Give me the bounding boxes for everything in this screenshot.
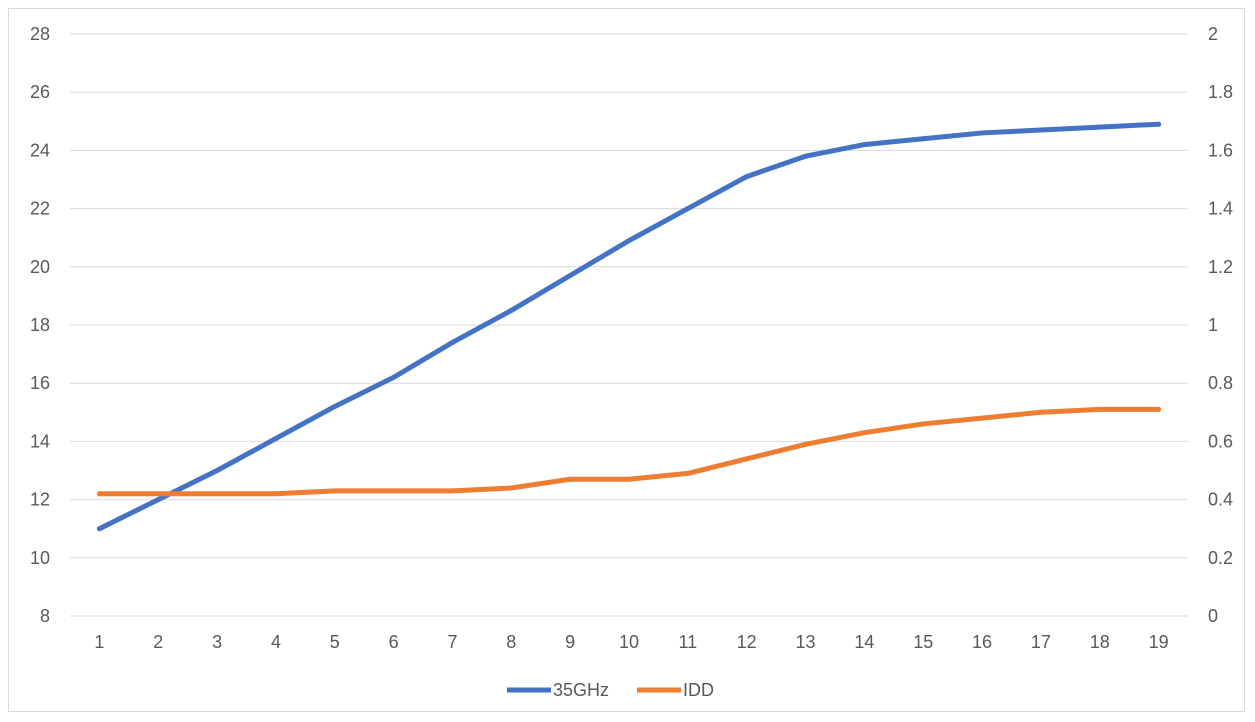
data-point-35ghz [1156, 121, 1162, 127]
data-point-idd [920, 421, 926, 427]
x-tick-label: 11 [678, 632, 697, 652]
data-point-35ghz [744, 174, 750, 180]
data-point-35ghz [449, 339, 455, 345]
data-point-35ghz [920, 136, 926, 142]
x-tick-label: 18 [1090, 632, 1110, 652]
x-tick-label: 14 [854, 632, 874, 652]
data-point-idd [508, 485, 514, 491]
x-tick-label: 12 [737, 632, 757, 652]
left-y-tick-label: 24 [30, 140, 50, 160]
right-y-tick-label: 0.2 [1208, 548, 1233, 568]
gridlines [70, 33, 1188, 617]
right-y-tick-label: 2 [1208, 24, 1218, 44]
data-point-idd [803, 441, 809, 447]
left-y-tick-label: 10 [30, 548, 50, 568]
data-point-idd [449, 488, 455, 494]
right-y-tick-label: 0.4 [1208, 490, 1233, 510]
right-y-tick-label: 0.8 [1208, 373, 1233, 393]
x-tick-label: 6 [389, 632, 399, 652]
data-point-35ghz [567, 273, 573, 279]
data-point-35ghz [332, 403, 338, 409]
left-y-tick-label: 8 [40, 606, 50, 626]
data-point-35ghz [273, 435, 279, 441]
data-point-35ghz [214, 468, 220, 473]
x-tick-label: 5 [330, 632, 340, 652]
data-point-idd [391, 488, 397, 494]
legend: 35GHz IDD [507, 680, 714, 700]
left-y-tick-label: 28 [30, 24, 50, 44]
x-tick-label: 17 [1031, 632, 1051, 652]
data-point-idd [626, 476, 632, 482]
x-tick-label: 4 [271, 632, 281, 652]
x-tick-label: 9 [565, 632, 575, 652]
chart-frame [8, 8, 1245, 712]
left-y-tick-label: 26 [30, 82, 50, 102]
legend-label-idd: IDD [683, 680, 714, 700]
data-point-35ghz [155, 497, 161, 503]
left-y-tick-label: 14 [30, 431, 50, 451]
x-tick-label: 2 [153, 632, 163, 652]
data-point-idd [567, 476, 573, 482]
x-tick-label: 10 [619, 632, 639, 652]
x-tick-label: 8 [506, 632, 516, 652]
legend-label-35ghz: 35GHz [553, 680, 609, 700]
data-point-idd [273, 491, 279, 497]
data-point-idd [1156, 406, 1162, 412]
data-point-35ghz [979, 130, 985, 136]
left-axis-tick-labels: 8 10 12 14 16 18 20 22 24 26 28 [30, 24, 50, 626]
data-point-35ghz [861, 142, 867, 148]
left-y-tick-label: 16 [30, 373, 50, 393]
x-tick-label: 13 [796, 632, 816, 652]
data-point-idd [214, 491, 220, 497]
right-y-tick-label: 1.4 [1208, 199, 1233, 219]
data-point-idd [685, 470, 691, 476]
data-point-idd [155, 491, 161, 497]
right-y-tick-label: 1.2 [1208, 257, 1233, 277]
series-lines [96, 121, 1162, 532]
data-point-35ghz [96, 526, 102, 532]
series-line-35ghz [96, 121, 1162, 532]
data-point-idd [332, 488, 338, 494]
x-tick-label: 19 [1149, 632, 1169, 652]
data-point-35ghz [685, 206, 691, 212]
x-tick-label: 1 [94, 632, 104, 652]
x-tick-label: 3 [212, 632, 222, 652]
left-y-tick-label: 22 [30, 199, 50, 219]
right-y-tick-label: 1 [1208, 315, 1218, 335]
x-tick-label: 7 [447, 632, 457, 652]
data-point-35ghz [803, 153, 809, 159]
data-point-idd [1038, 409, 1044, 415]
data-point-idd [861, 430, 867, 436]
x-tick-label: 16 [972, 632, 992, 652]
data-point-idd [1097, 406, 1103, 412]
data-point-idd [979, 415, 985, 421]
right-y-tick-label: 0 [1208, 606, 1218, 626]
left-y-tick-label: 18 [30, 315, 50, 335]
left-y-tick-label: 12 [30, 490, 50, 510]
data-point-idd [744, 456, 750, 462]
x-tick-label: 15 [913, 632, 933, 652]
x-axis-tick-labels: 1 2 3 4 5 6 7 8 9 10 11 12 13 14 15 16 17 18 19 [94, 632, 1168, 652]
data-point-idd [96, 491, 102, 497]
left-y-tick-label: 20 [30, 257, 50, 277]
data-point-35ghz [626, 238, 632, 244]
data-point-35ghz [508, 307, 514, 313]
right-y-tick-label: 1.6 [1208, 140, 1233, 160]
data-point-35ghz [1097, 124, 1103, 130]
right-y-tick-label: 1.8 [1208, 82, 1233, 102]
data-point-35ghz [1038, 127, 1044, 133]
right-axis-tick-labels: 0 0.2 0.4 0.6 0.8 1 1.2 1.4 1.6 1.8 2 [1208, 24, 1233, 626]
right-y-tick-label: 0.6 [1208, 431, 1233, 451]
data-point-35ghz [391, 374, 397, 380]
